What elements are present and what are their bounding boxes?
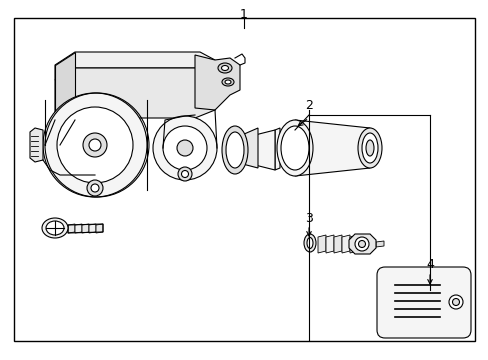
- Polygon shape: [325, 235, 333, 253]
- Ellipse shape: [163, 126, 206, 170]
- Ellipse shape: [361, 133, 377, 163]
- Ellipse shape: [448, 295, 462, 309]
- Ellipse shape: [225, 132, 244, 168]
- Polygon shape: [89, 224, 96, 233]
- Ellipse shape: [365, 140, 373, 156]
- FancyBboxPatch shape: [376, 267, 470, 338]
- Ellipse shape: [357, 128, 381, 168]
- Polygon shape: [96, 224, 103, 233]
- Ellipse shape: [89, 139, 101, 151]
- Polygon shape: [75, 224, 82, 233]
- Ellipse shape: [224, 80, 230, 84]
- Polygon shape: [341, 235, 349, 253]
- Polygon shape: [68, 224, 75, 233]
- Bar: [14, 18, 474, 341]
- Polygon shape: [333, 235, 341, 253]
- Ellipse shape: [153, 116, 217, 180]
- Text: 3: 3: [305, 212, 312, 225]
- Text: 2: 2: [305, 99, 312, 112]
- Ellipse shape: [281, 126, 308, 170]
- Ellipse shape: [46, 221, 64, 235]
- Text: 1: 1: [240, 8, 247, 21]
- Polygon shape: [30, 128, 43, 162]
- Ellipse shape: [451, 298, 459, 306]
- Ellipse shape: [91, 184, 99, 192]
- Ellipse shape: [358, 240, 365, 248]
- Polygon shape: [274, 128, 280, 170]
- Ellipse shape: [177, 140, 193, 156]
- Polygon shape: [349, 235, 357, 253]
- Polygon shape: [55, 52, 75, 120]
- Ellipse shape: [42, 218, 68, 238]
- Ellipse shape: [57, 107, 133, 183]
- Ellipse shape: [83, 133, 107, 157]
- Ellipse shape: [181, 171, 188, 177]
- Polygon shape: [55, 68, 215, 120]
- Ellipse shape: [222, 126, 247, 174]
- Ellipse shape: [306, 238, 312, 248]
- Ellipse shape: [304, 234, 315, 252]
- Ellipse shape: [87, 180, 103, 196]
- Ellipse shape: [222, 78, 234, 86]
- Ellipse shape: [178, 167, 192, 181]
- Polygon shape: [195, 55, 240, 110]
- Polygon shape: [317, 235, 325, 253]
- Ellipse shape: [218, 63, 231, 73]
- Ellipse shape: [43, 93, 147, 197]
- Polygon shape: [82, 224, 89, 233]
- Polygon shape: [254, 130, 274, 170]
- Polygon shape: [375, 241, 383, 247]
- Ellipse shape: [354, 237, 368, 251]
- Polygon shape: [294, 120, 369, 176]
- Polygon shape: [235, 128, 258, 168]
- Polygon shape: [55, 52, 215, 80]
- Ellipse shape: [221, 66, 228, 71]
- Text: 4: 4: [425, 257, 433, 270]
- Polygon shape: [348, 234, 375, 254]
- Ellipse shape: [276, 120, 312, 176]
